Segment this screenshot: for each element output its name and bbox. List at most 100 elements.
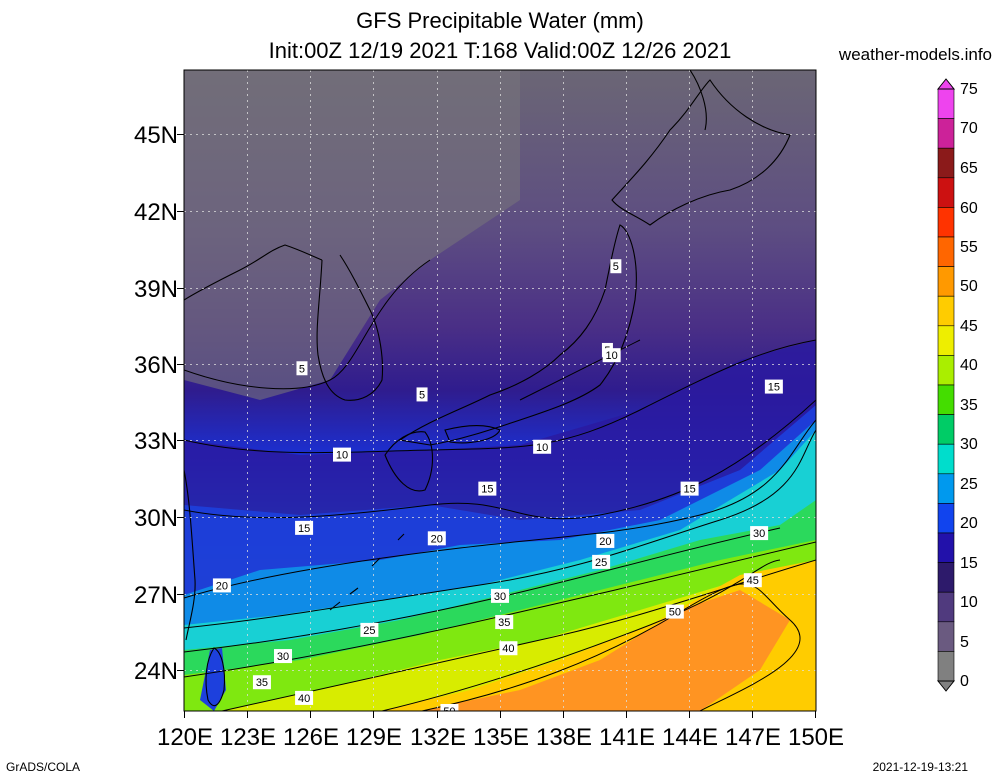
colorbar-swatch (937, 651, 955, 682)
contour-label: 20 (216, 580, 228, 592)
contour-label: 5 (299, 363, 305, 375)
colorbar-label-5: 5 (960, 634, 969, 651)
contour-label: 5 (613, 261, 619, 273)
lat-label-42n: 42N (133, 199, 178, 226)
contour-label: 35 (498, 617, 510, 629)
contour-label-box (212, 578, 231, 593)
colorbar-label-75: 75 (960, 81, 978, 98)
lat-label-27n: 27N (133, 582, 178, 609)
contour-label-box (592, 554, 611, 569)
contour-label: 45 (747, 575, 759, 587)
contour-label: 10 (606, 350, 618, 362)
lon-label-123e: 123E (219, 724, 277, 751)
lon-label-120e: 120E (156, 724, 214, 751)
colorbar-swatch (937, 473, 955, 504)
colorbar-swatch (937, 532, 955, 563)
contour-label: 15 (768, 382, 780, 394)
colorbar-swatch (937, 562, 955, 593)
colorbar-label-30: 30 (960, 436, 978, 453)
colorbar-swatch (937, 266, 955, 297)
colorbar-label-45: 45 (960, 318, 978, 335)
contour-label: 40 (502, 643, 514, 655)
contour-label-box (333, 447, 351, 462)
colorbar-min-arrow (936, 680, 956, 692)
band-50 (420, 590, 790, 711)
sakhalin-coast (689, 70, 707, 131)
gridlines (184, 70, 816, 711)
contour-label-box (665, 604, 684, 619)
contour-label: 15 (481, 484, 493, 496)
colorbar-label-15: 15 (960, 555, 978, 572)
site-label: weather-models.info (838, 45, 992, 64)
contour-label-box (750, 526, 769, 541)
korea-coast (316, 254, 383, 401)
colorbar-swatch (937, 177, 955, 208)
colorbar-swatch (937, 591, 955, 623)
contour-label-box (533, 439, 552, 454)
contour-label: 35 (256, 677, 268, 689)
contour-label: 15 (298, 523, 310, 535)
lat-label-39n: 39N (133, 276, 178, 303)
hokkaido-coast (611, 79, 791, 226)
contour-label-box (764, 379, 783, 394)
honshu-coast (398, 224, 637, 446)
contour-label: 25 (363, 625, 375, 637)
colorbar-swatch (937, 355, 955, 386)
lat-label-30n: 30N (133, 505, 178, 532)
colorbar-swatch (937, 147, 955, 179)
colorbar-swatch (937, 414, 955, 445)
contour-label: 30 (277, 651, 289, 663)
contour-label-box (495, 615, 514, 630)
kyushu-coast (384, 431, 434, 492)
contour-label-box (596, 533, 615, 548)
colorbar-label-20: 20 (960, 515, 978, 532)
colorbar-swatch (937, 236, 955, 267)
colorbar-label-40: 40 (960, 357, 978, 374)
lon-label-138e: 138E (535, 724, 593, 751)
contour-label-box (252, 675, 271, 690)
contour-label: 10 (336, 450, 348, 462)
contour-label: 20 (599, 536, 611, 548)
contour-label-box (602, 348, 621, 363)
colorbar-label-55: 55 (960, 239, 978, 256)
colorbar-label-60: 60 (960, 200, 978, 217)
lon-label-141e: 141E (598, 724, 656, 751)
colorbar-swatch (937, 384, 955, 415)
coastlines (184, 70, 791, 707)
shikoku-coast (444, 424, 501, 444)
colorbar-swatch (937, 88, 955, 119)
contour-label-box (296, 361, 308, 376)
contour-label: 50 (669, 607, 681, 619)
colorbar-label-0: 0 (960, 673, 969, 690)
map-title: GFS Precipitable Water (mm) (356, 8, 644, 33)
contour-label-box (499, 641, 518, 656)
contour-label: 25 (595, 557, 607, 569)
colorbar-max-arrow (936, 78, 956, 90)
contour-label: 50 (443, 706, 455, 718)
contour-label-box (427, 531, 446, 546)
colorbar (936, 78, 956, 692)
contour-label-box (274, 649, 293, 664)
colorbar-label-50: 50 (960, 278, 978, 295)
contour-label-box (295, 690, 314, 705)
contour-label-box (680, 481, 699, 496)
contour-label-box (360, 622, 379, 637)
contour-label-box (610, 259, 622, 274)
contour-label-box (743, 573, 762, 588)
lat-label-45n: 45N (133, 122, 178, 149)
taiwan-moist (200, 648, 226, 711)
lat-label-33n: 33N (133, 428, 178, 455)
contour-label: 15 (683, 484, 695, 496)
lon-label-129e: 129E (345, 724, 403, 751)
colorbar-swatch (937, 207, 955, 238)
lat-label-36n: 36N (133, 352, 178, 379)
lon-label-135e: 135E (472, 724, 530, 751)
dry-region (184, 70, 520, 400)
contour-label: 40 (298, 693, 310, 705)
contour-label: 10 (536, 442, 548, 454)
lon-label-144e: 144E (661, 724, 719, 751)
contour-label: 30 (753, 528, 765, 540)
colorbar-label-65: 65 (960, 160, 978, 177)
contour-label-box (295, 520, 314, 535)
contour-label-box (416, 387, 428, 402)
